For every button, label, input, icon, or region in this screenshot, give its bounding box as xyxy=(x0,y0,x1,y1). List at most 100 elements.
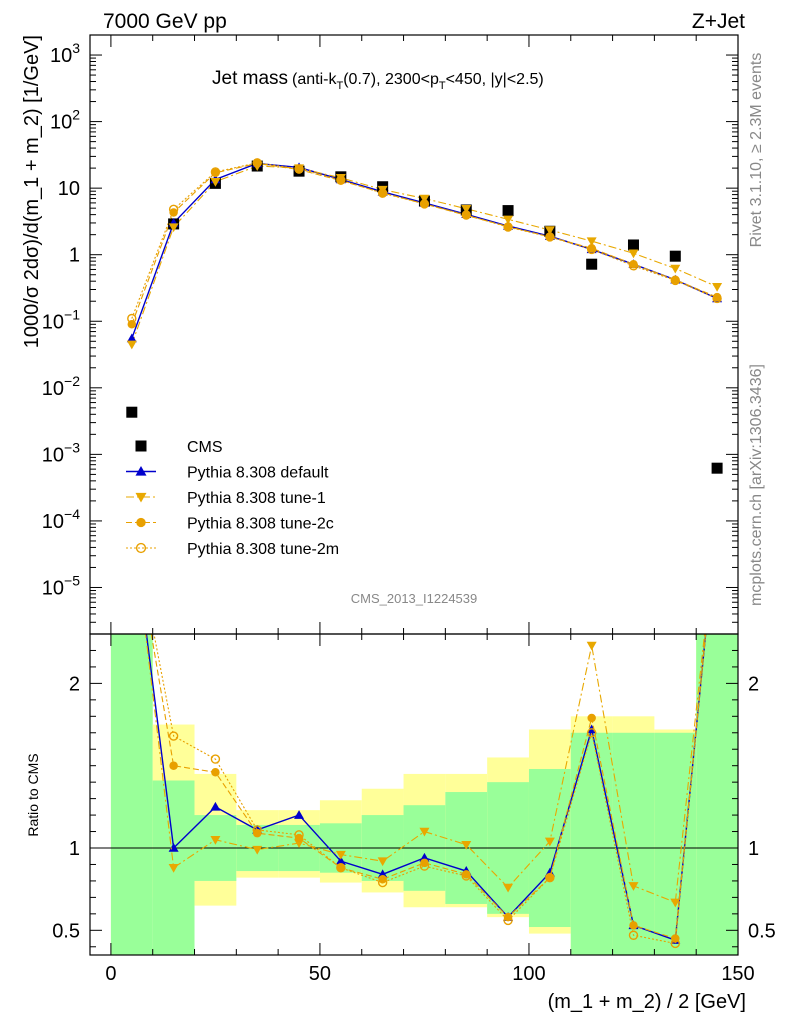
main-plot xyxy=(126,158,723,474)
ratio-point-2-3 xyxy=(252,828,262,838)
analysis-watermark: CMS_2013_I1224539 xyxy=(351,591,478,606)
x-tick-label-100: 100 xyxy=(512,963,545,985)
ratio-point-2-4 xyxy=(294,833,304,843)
main-ytick-exp-1: −4 xyxy=(64,506,80,522)
main-ytick-label-7: 102 xyxy=(50,107,80,134)
ratio-point-1-9 xyxy=(503,883,514,893)
ratio-point-1-11 xyxy=(586,641,597,651)
main-point-4-0 xyxy=(127,313,137,324)
legend-marker-1 xyxy=(135,466,147,476)
band-inner-12 xyxy=(612,732,655,955)
ratio-bands xyxy=(110,634,738,955)
main-point-3-1 xyxy=(169,208,178,217)
ratio-point-1-13 xyxy=(670,898,681,908)
main-line-2 xyxy=(131,165,718,345)
ratio-point-1-8 xyxy=(461,840,472,850)
ratio-point-2-7 xyxy=(420,858,429,868)
main-point-2-13 xyxy=(670,264,681,274)
band-inner-14 xyxy=(696,634,738,955)
main-ytick-label-0: 10−5 xyxy=(42,572,80,599)
main-ytick-base-6: 10 xyxy=(58,178,80,200)
ratio-ytick-label-l-1: 1 xyxy=(69,838,80,860)
x-tick-label-50: 50 xyxy=(309,963,331,985)
legend-label-3: Pythia 8.308 tune-2c xyxy=(187,516,334,533)
ratio-point-3-1 xyxy=(168,731,179,741)
ratio-point-1-12 xyxy=(628,882,639,891)
ratio-point-3-7 xyxy=(419,861,430,871)
band-inner-13 xyxy=(654,732,697,955)
main-ytick-exp-3: −2 xyxy=(64,373,80,389)
ratio-point-1-5 xyxy=(335,850,346,860)
main-ytick-label-6: 10 xyxy=(58,178,80,200)
header-right: Z+Jet xyxy=(692,10,745,33)
ratio-point-3-9 xyxy=(503,915,513,926)
main-point-4-14 xyxy=(712,293,722,304)
ratio-point-3-10 xyxy=(545,872,555,883)
main-point-1-0 xyxy=(126,333,137,343)
main-ytick-base-3: 10 xyxy=(42,378,64,400)
main-point-0-0 xyxy=(126,406,138,418)
main-point-2-2 xyxy=(210,177,221,187)
main-point-2-14 xyxy=(712,282,723,292)
main-ytick-label-8: 103 xyxy=(50,40,80,67)
ratio-point-1-1 xyxy=(168,864,179,873)
main-point-4-6 xyxy=(377,188,388,198)
main-point-2-11 xyxy=(586,237,597,247)
main-point-2-8 xyxy=(461,205,472,214)
main-line-1 xyxy=(131,162,718,339)
x-tick-label-150: 150 xyxy=(721,963,754,985)
legend: CMS Pythia 8.308 default Pythia 8.308 tune… xyxy=(126,439,339,558)
legend-marker-3 xyxy=(136,517,146,528)
main-point-2-1 xyxy=(168,223,179,233)
ratio-ytick-label-l-0.5: 0.5 xyxy=(52,920,80,942)
legend-label-0: CMS xyxy=(187,439,223,456)
main-ytick-label-3: 10−2 xyxy=(42,373,80,400)
main-point-4-3 xyxy=(252,158,262,168)
ratio-line-1 xyxy=(145,634,706,904)
main-point-4-7 xyxy=(419,199,430,209)
ratio-point-2-12 xyxy=(629,921,638,930)
ratio-point-2-2 xyxy=(211,768,220,777)
main-point-3-5 xyxy=(336,176,346,185)
ratio-xlabel: (m_1 + m_2) / 2 [GeV] xyxy=(548,991,746,1013)
main-point-3-6 xyxy=(378,188,387,198)
rivet-label: Rivet 3.1.10, ≥ 2.3M events xyxy=(748,53,765,248)
ratio-point-3-11 xyxy=(586,728,597,738)
main-point-4-13 xyxy=(670,275,680,286)
x-tick-label-0: 0 xyxy=(105,963,116,985)
title-cut-sub2: T xyxy=(439,80,446,92)
main-ytick-label-4: 10−1 xyxy=(42,306,80,333)
band-inner-11 xyxy=(570,732,613,955)
main-title: Jet mass (anti-kT(0.7), 2300<pT<450, |y|<… xyxy=(212,68,544,92)
ratio-point-3-6 xyxy=(377,877,388,888)
main-ytick-label-2: 10−3 xyxy=(42,439,80,466)
ratio-point-1-7 xyxy=(419,827,430,837)
axes: 0 50 100 15010−510−410−310−210−11101021030.… xyxy=(42,34,776,985)
mcplots-label: mcplots.cern.ch [arXiv:1306.3436] xyxy=(748,364,765,606)
main-point-4-10 xyxy=(545,232,555,242)
ratio-point-3-2 xyxy=(210,754,221,764)
legend-label-2: Pythia 8.308 tune-1 xyxy=(187,490,326,507)
ratio-ytick-label-r-1: 1 xyxy=(748,838,759,860)
ratio-point-2-1 xyxy=(169,761,178,770)
main-point-4-1 xyxy=(168,204,179,215)
legend-marker-4 xyxy=(135,542,147,554)
ratio-point-2-11 xyxy=(587,713,596,723)
ratio-ytick-label-r-0.5: 0.5 xyxy=(748,920,776,942)
ratio-ylabel: Ratio to CMS xyxy=(25,753,41,836)
main-point-2-10 xyxy=(544,226,555,236)
main-ytick-base-2: 10 xyxy=(42,444,64,466)
main-point-4-4 xyxy=(294,164,304,174)
main-ylabel: 1000/σ 2dσ)/d(m_1 + m_2) [1/GeV] xyxy=(21,35,43,348)
main-point-2-0 xyxy=(126,340,137,350)
legend-marker-0 xyxy=(135,440,147,452)
ratio-point-3-4 xyxy=(294,830,304,840)
main-point-2-12 xyxy=(628,249,639,259)
ratio-point-0-5 xyxy=(335,856,346,865)
main-ytick-exp-0: −5 xyxy=(64,572,80,588)
main-ytick-base-8: 10 xyxy=(50,45,72,67)
main-ytick-exp-2: −3 xyxy=(64,439,80,455)
main-point-2-7 xyxy=(419,194,430,204)
